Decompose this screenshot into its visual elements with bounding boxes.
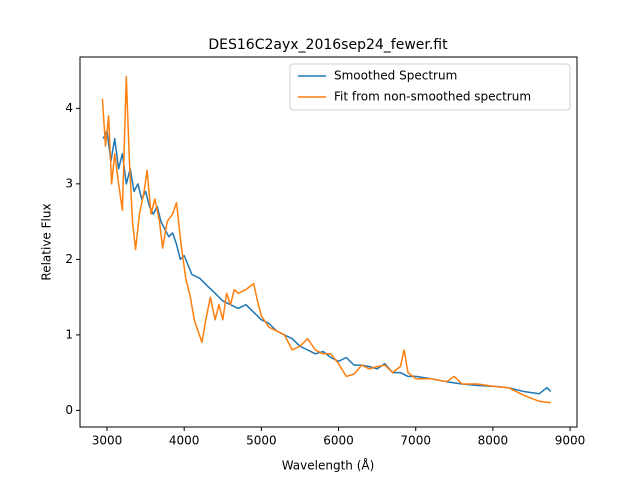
x-tick-label: 7000 xyxy=(400,434,431,448)
chart-title: DES16C2ayx_2016sep24_fewer.fit xyxy=(208,37,448,53)
legend-label: Smoothed Spectrum xyxy=(334,69,457,83)
x-tick-label: 5000 xyxy=(246,434,277,448)
series-line xyxy=(101,75,551,404)
legend-box xyxy=(289,63,571,111)
x-axis-label: Wavelength (Å) xyxy=(282,458,375,473)
y-tick-label: 1 xyxy=(65,327,73,341)
x-tick-label: 8000 xyxy=(478,434,509,448)
x-tick-label: 3000 xyxy=(92,434,123,448)
x-tick-label: 4000 xyxy=(169,434,200,448)
y-tick-label: 2 xyxy=(65,252,73,266)
y-axis-label: Relative Flux xyxy=(40,203,54,280)
x-tick-label: 6000 xyxy=(323,434,354,448)
y-tick-label: 4 xyxy=(65,101,73,115)
y-tick-label: 3 xyxy=(65,176,73,190)
y-tick-label: 0 xyxy=(65,403,73,417)
plot-frame xyxy=(79,56,578,428)
legend-label: Fit from non-smoothed spectrum xyxy=(334,90,531,104)
x-tick-label: 9000 xyxy=(555,434,586,448)
